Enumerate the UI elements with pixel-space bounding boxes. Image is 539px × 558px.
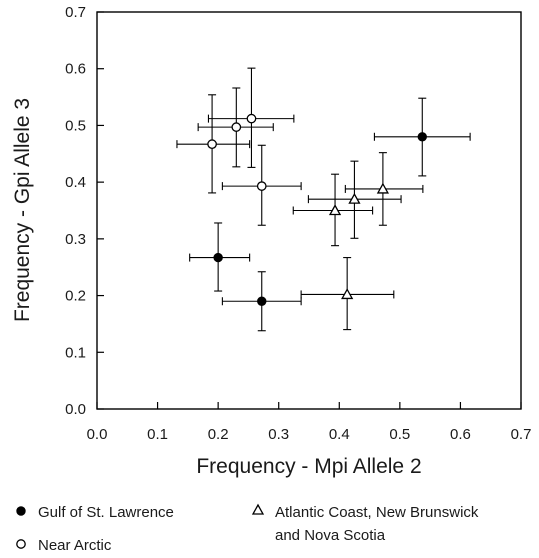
y-tick-label: 0.6	[65, 61, 86, 78]
x-axis-title: Frequency - Mpi Allele 2	[196, 455, 421, 478]
data-point	[256, 181, 267, 191]
x-tick-label: 0.3	[268, 426, 289, 443]
data-point	[213, 252, 223, 263]
x-tick-label: 0.2	[208, 426, 229, 443]
data-point	[231, 122, 242, 132]
error-bars	[176, 67, 471, 332]
x-tick-label: 0.6	[450, 426, 471, 443]
data-point	[328, 204, 342, 216]
legend: Gulf of St. Lawrence Near Arctic Atlantic …	[16, 503, 479, 554]
y-axis-title: Frequency - Gpi Allele 3	[11, 98, 34, 322]
y-tick-label: 0.1	[65, 344, 86, 361]
y-tick-label: 0.3	[65, 231, 86, 248]
data-point	[246, 113, 257, 124]
data-point	[341, 288, 354, 300]
data-point	[257, 296, 267, 306]
data-point	[376, 182, 390, 194]
legend-label: and Nova Scotia	[275, 527, 386, 544]
data-point	[417, 132, 427, 142]
legend-marker	[16, 506, 26, 516]
legend-marker	[16, 539, 26, 549]
data-point	[348, 192, 361, 204]
legend-label: Gulf of St. Lawrence	[38, 504, 174, 521]
x-tick-label: 0.0	[87, 426, 108, 443]
x-tick-label: 0.4	[329, 426, 350, 443]
y-tick-label: 0.7	[65, 4, 86, 21]
x-tick-label: 0.5	[389, 426, 410, 443]
y-tick-label: 0.4	[65, 174, 86, 191]
y-tick-label: 0.0	[65, 401, 86, 418]
legend-marker	[251, 503, 265, 515]
x-tick-label: 0.7	[511, 426, 532, 443]
y-axis-ticks: 0.0 0.1 0.2 0.3 0.4 0.5 0.6 0.7	[65, 4, 104, 418]
plot-frame	[96, 11, 522, 410]
data-point	[207, 139, 217, 149]
legend-label: Atlantic Coast, New Brunswick	[275, 504, 479, 521]
y-tick-label: 0.2	[65, 288, 86, 305]
x-tick-label: 0.1	[147, 426, 168, 443]
data-markers	[207, 113, 427, 306]
legend-label: Near Arctic	[38, 537, 112, 554]
x-axis-ticks: 0.0 0.1 0.2 0.3 0.4 0.5 0.6 0.7	[87, 402, 532, 443]
y-tick-label: 0.5	[65, 117, 86, 134]
